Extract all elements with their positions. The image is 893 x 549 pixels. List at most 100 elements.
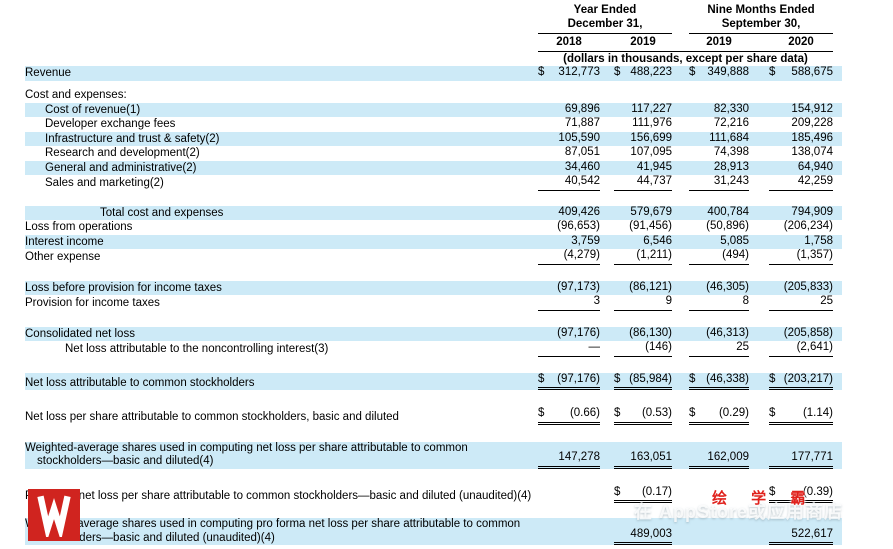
section-spacer (25, 425, 842, 442)
amount: 42,259 (797, 175, 833, 188)
amount: 209,228 (791, 117, 833, 130)
section-spacer (25, 357, 842, 373)
cell-value: (494) (689, 249, 749, 265)
amount: 25 (820, 295, 833, 308)
cell-value: 5,085 (689, 235, 749, 250)
cell-value: 163,051 (614, 451, 672, 469)
table-row: Total cost and expenses 409,426 579,679 400… (25, 205, 842, 221)
table-row: Net loss attributable to the noncontroll… (25, 341, 842, 357)
table-row: Net loss attributable to common stockhol… (25, 372, 842, 391)
section-spacer (25, 311, 842, 327)
amount: (1,357) (796, 249, 833, 262)
cell-value: (86,130) (614, 327, 672, 342)
col-year-2019b: 2019 (706, 36, 732, 48)
cell-value: $312,773 (538, 66, 600, 81)
amount: (86,121) (629, 280, 672, 293)
amount: 579,679 (630, 205, 672, 218)
row-label: Pro forma net loss per share attributabl… (25, 489, 532, 502)
table-row: Developer exchange fees 71,887 111,976 72,2… (25, 117, 842, 132)
table-row: General and administrative(2) 34,460 41,94… (25, 160, 842, 176)
currency-symbol: $ (538, 372, 545, 385)
amount: 28,913 (713, 160, 749, 173)
cell-value: 138,074 (769, 146, 833, 161)
amount: 71,887 (564, 117, 600, 130)
amount: 488,223 (630, 66, 672, 78)
table-row: Weighted-average shares used in computin… (25, 441, 842, 469)
cell-value: (205,833) (769, 281, 833, 296)
amount: 3,759 (571, 234, 600, 247)
amount: (146) (645, 341, 672, 354)
table-row: Cost of revenue(1) 69,896 117,227 82,330 154… (25, 102, 842, 118)
cell-value: 409,426 (538, 206, 600, 221)
cell-value (538, 544, 600, 545)
currency-symbol: $ (769, 372, 776, 385)
cell-value: 69,896 (538, 103, 600, 118)
cell-value: 579,679 (614, 206, 672, 221)
col-year-2018: 2018 (556, 36, 582, 48)
amount: 3 (593, 295, 600, 308)
table-row: Loss before provision for income taxes (9… (25, 280, 842, 296)
cell-value: 117,227 (614, 103, 672, 118)
row-label: Net loss attributable to common stockhol… (25, 376, 255, 389)
years-wrap: 2018 2019 2019 2020 (538, 34, 833, 52)
amount: 105,590 (558, 131, 600, 144)
table-row: Other expense (4,279) (1,211) (494) (1,357) (25, 249, 842, 265)
cell-value: (4,279) (538, 249, 600, 265)
table-body: Revenue $312,773 $488,223 $349,888 $588,675 C… (25, 66, 842, 546)
cell-value: $ (0.17) (614, 486, 672, 504)
cell-value: $ (0.66) (538, 407, 600, 425)
amount: 163,051 (630, 451, 672, 464)
row-label: Loss from operations (25, 221, 133, 234)
currency-symbol: $ (614, 66, 621, 78)
table-row: Loss from operations (96,653) (91,456) (50,… (25, 220, 842, 235)
cell-value: 209,228 (769, 117, 833, 132)
amount: (46,305) (706, 280, 749, 293)
amount: 72,216 (713, 117, 749, 130)
amount: (206,234) (783, 220, 833, 233)
cell-value: 31,243 (689, 175, 749, 191)
cell-value: 154,912 (769, 103, 833, 118)
cell-value: $ (203,217) (769, 373, 833, 391)
cell-value: $488,223 (614, 66, 672, 81)
cell-value: 105,590 (538, 132, 600, 147)
header-group-row: Year Ended December 31, Nine Months Ende… (25, 4, 842, 34)
amount: (91,456) (629, 220, 672, 233)
cell-value: 794,909 (769, 206, 833, 221)
amount: 6,546 (643, 234, 672, 247)
cell-value: 489,003 (614, 528, 672, 546)
row-label: Developer exchange fees (45, 118, 176, 131)
cell-value: $ (0.29) (689, 407, 749, 425)
currency-symbol: $ (769, 66, 776, 78)
w-logo-icon (37, 495, 71, 537)
amount: 1,758 (804, 234, 833, 247)
amount: (205,858) (783, 326, 833, 339)
cell-value: 42,259 (769, 175, 833, 191)
cell-value: 107,095 (614, 146, 672, 161)
col-group-title-line2: September 30, (721, 17, 801, 30)
amount: 87,051 (564, 146, 600, 159)
amount: 162,009 (707, 451, 749, 464)
row-label: Sales and marketing(2) (45, 177, 164, 190)
currency-symbol: $ (614, 372, 621, 385)
section-spacer (25, 469, 842, 486)
amount: 5,085 (720, 234, 749, 247)
amount: 31,243 (713, 175, 749, 188)
row-label: Interest income (25, 235, 104, 248)
section-spacer (25, 81, 842, 89)
col-group-title-line1: Year Ended (573, 4, 637, 16)
cell-value: (146) (614, 341, 672, 357)
amount: (494) (722, 249, 749, 262)
table-row: Interest income 3,759 6,546 5,085 1,758 (25, 234, 842, 250)
cell-value: 40,542 (538, 175, 600, 191)
amount: 177,771 (791, 451, 833, 464)
amount: 107,095 (630, 146, 672, 159)
cell-value: (1,357) (769, 249, 833, 265)
table-row: Net loss per share attributable to commo… (25, 407, 842, 425)
cell-value: 185,496 (769, 132, 833, 147)
amount: (4,279) (563, 249, 600, 262)
amount: 34,460 (564, 160, 600, 173)
currency-symbol: $ (689, 372, 696, 385)
row-label: General and administrative(2) (45, 161, 197, 174)
table-row: Provision for income taxes 3 9 8 25 (25, 295, 842, 311)
col-group-year-ended: Year Ended December 31, (538, 4, 672, 34)
